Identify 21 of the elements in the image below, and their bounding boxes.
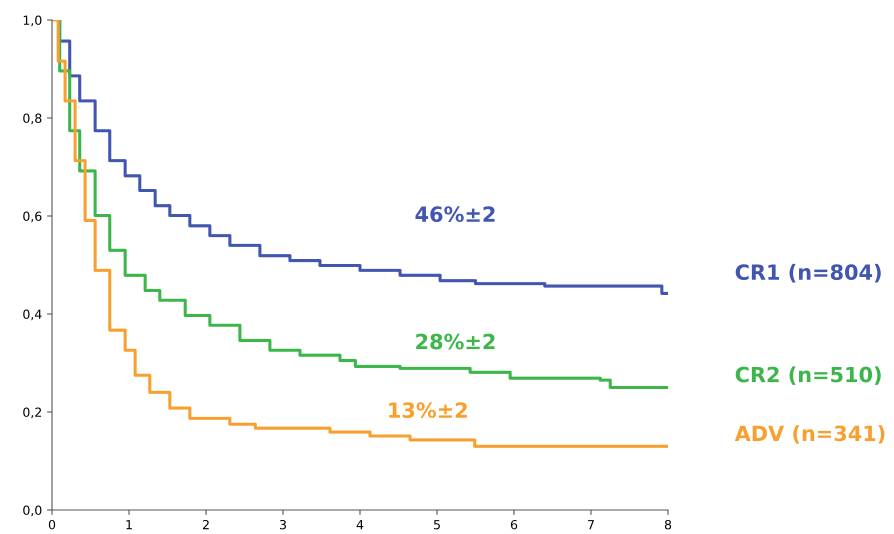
annotation: 28%±2 [416, 334, 495, 350]
y-tick-label: 0,0 [23, 505, 42, 516]
x-tick-label: 0 [48, 520, 56, 530]
x-tick-label: 4 [356, 520, 364, 530]
x-tick-label: 1 [126, 520, 132, 530]
x-tick-label: 6 [510, 520, 518, 530]
annotation: 46%±2 [416, 206, 495, 222]
x-tick-label: 5 [434, 520, 440, 530]
y-tick-label: 0,2 [23, 407, 42, 418]
text: CR1 (n=804) [736, 264, 881, 282]
x-tick-label: 2 [202, 520, 209, 530]
y-tick-label: 0,6 [23, 211, 42, 222]
x-tick-label: 7 [588, 520, 594, 530]
x-tick-label: 8 [664, 520, 672, 530]
text: CR2 (n=510) [736, 366, 881, 385]
y-tick-label: 1,0 [24, 15, 42, 26]
y-tick-label: 0,4 [23, 309, 42, 320]
text: ADV (n=341) [734, 425, 884, 444]
y-tick-label: 0,8 [23, 113, 42, 124]
annotation: 13%±2 [389, 402, 467, 418]
x-tick-label: 3 [280, 520, 286, 530]
